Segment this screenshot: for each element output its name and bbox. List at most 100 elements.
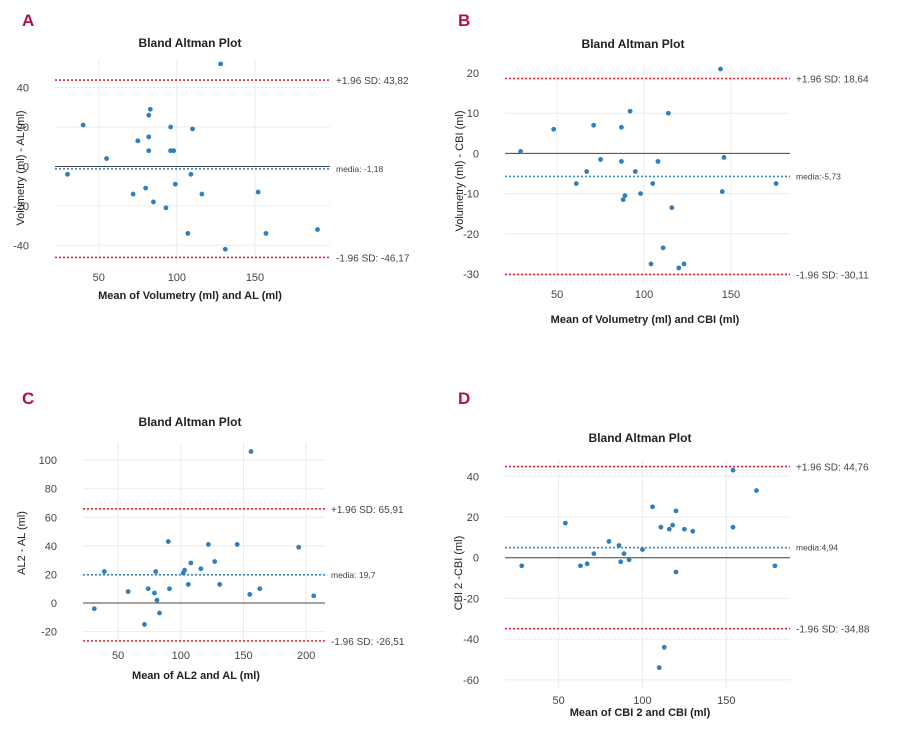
data-point — [218, 61, 224, 67]
data-point — [152, 590, 157, 596]
y-tick-label: 20 — [467, 68, 479, 80]
data-point — [618, 559, 624, 565]
y-tick-label: 100 — [39, 455, 57, 467]
data-point — [168, 124, 174, 130]
data-point — [151, 199, 156, 205]
data-point — [656, 665, 662, 671]
data-point — [145, 586, 151, 592]
data-point — [658, 524, 664, 530]
y-tick-label: 40 — [467, 471, 479, 483]
panel-letter: D — [458, 389, 470, 408]
upper-limit-label: +1.96 SD: 43,82 — [336, 76, 409, 87]
y-tick-label: -40 — [13, 240, 29, 252]
x-axis-label: Mean of AL2 and AL (ml) — [132, 670, 260, 682]
y-axis-label: Volumetry (ml) - CBI (ml) — [454, 111, 466, 232]
data-point — [638, 191, 643, 196]
x-tick-label: 100 — [635, 289, 653, 301]
x-tick-label: 150 — [717, 695, 735, 707]
panel-letter: B — [458, 11, 470, 30]
mean-label: media:-5,73 — [796, 171, 841, 181]
x-tick-label: 50 — [112, 650, 124, 662]
data-point — [185, 582, 191, 587]
y-tick-label: -20 — [41, 627, 57, 639]
data-point — [222, 246, 228, 252]
y-tick-label: 0 — [473, 148, 479, 160]
y-tick-label: 60 — [45, 512, 57, 524]
y-tick-label: 20 — [467, 512, 479, 524]
y-tick-label: -20 — [463, 593, 479, 605]
y-tick-label: 40 — [17, 83, 29, 95]
x-axis-label: Mean of Volumetry (ml) and CBI (ml) — [551, 314, 740, 326]
y-tick-label: 0 — [473, 553, 479, 565]
data-point — [591, 551, 597, 557]
data-point — [551, 126, 557, 132]
data-point — [591, 122, 597, 128]
mean-label: media: 19,7 — [331, 570, 376, 580]
y-axis-label: AL2 - AL (ml) — [16, 511, 28, 575]
data-point — [125, 589, 131, 594]
data-point — [104, 156, 109, 161]
data-point — [730, 467, 736, 473]
data-point — [666, 526, 672, 532]
data-point — [730, 524, 736, 530]
y-tick-label: -20 — [13, 201, 29, 213]
lower-limit-label: -1.96 SD: -26,51 — [331, 637, 405, 648]
data-point — [670, 522, 676, 528]
data-point — [669, 205, 675, 211]
lower-limit-label: -1.96 SD: -34,88 — [796, 625, 870, 636]
data-point — [146, 112, 152, 118]
data-point — [772, 563, 778, 569]
data-point — [584, 169, 590, 174]
data-point — [101, 569, 107, 574]
chart-title: Bland Altman Plot — [139, 415, 242, 429]
data-point — [661, 644, 667, 650]
grid — [505, 460, 790, 688]
x-tick-label: 100 — [168, 272, 186, 284]
data-point — [620, 197, 626, 203]
y-tick-label: -20 — [463, 229, 479, 241]
data-point — [190, 126, 195, 132]
data-point — [519, 563, 525, 569]
data-point — [584, 561, 590, 567]
data-point — [648, 261, 654, 267]
data-point — [632, 169, 638, 174]
data-points — [518, 66, 779, 271]
data-point — [627, 108, 633, 114]
chart-title: Bland Altman Plot — [589, 431, 692, 445]
data-point — [660, 245, 666, 251]
data-point — [598, 157, 603, 162]
data-point — [640, 547, 645, 552]
data-point — [154, 597, 160, 603]
panel-a: A Bland Altman Plot 50 100 150 -40 -20 0 20 40 +1.… — [13, 11, 410, 302]
data-point — [199, 191, 205, 197]
data-point — [681, 261, 687, 267]
data-point — [626, 557, 632, 563]
data-point — [135, 138, 141, 144]
data-point — [248, 449, 254, 454]
data-point — [165, 539, 171, 544]
panel-b: B Bland Altman Plot 50 100 150 -30 -20 -10 0 10 20… — [454, 11, 869, 326]
chart-title: Bland Altman Plot — [582, 37, 685, 51]
data-points — [91, 449, 317, 627]
lower-limit-label: -1.96 SD: -46,17 — [336, 253, 410, 264]
grid — [83, 443, 325, 643]
x-tick-label: 150 — [234, 650, 252, 662]
data-point — [578, 563, 583, 569]
data-point — [205, 542, 211, 547]
data-point — [673, 508, 679, 514]
data-point — [690, 528, 696, 534]
y-tick-label: -30 — [463, 269, 479, 281]
y-tick-label: -10 — [463, 189, 479, 201]
y-tick-label: 0 — [51, 598, 57, 610]
chart-title: Bland Altman Plot — [139, 36, 242, 50]
data-point — [665, 110, 671, 116]
y-axis-label: CBI 2 -CBI (ml) — [453, 536, 465, 611]
data-point — [650, 504, 655, 510]
data-point — [257, 586, 263, 592]
y-tick-label: 0 — [23, 161, 29, 173]
data-point — [167, 586, 172, 592]
data-point — [182, 567, 187, 573]
data-point — [681, 526, 687, 532]
x-axis-label: Mean of CBI 2 and CBI (ml) — [570, 707, 711, 719]
